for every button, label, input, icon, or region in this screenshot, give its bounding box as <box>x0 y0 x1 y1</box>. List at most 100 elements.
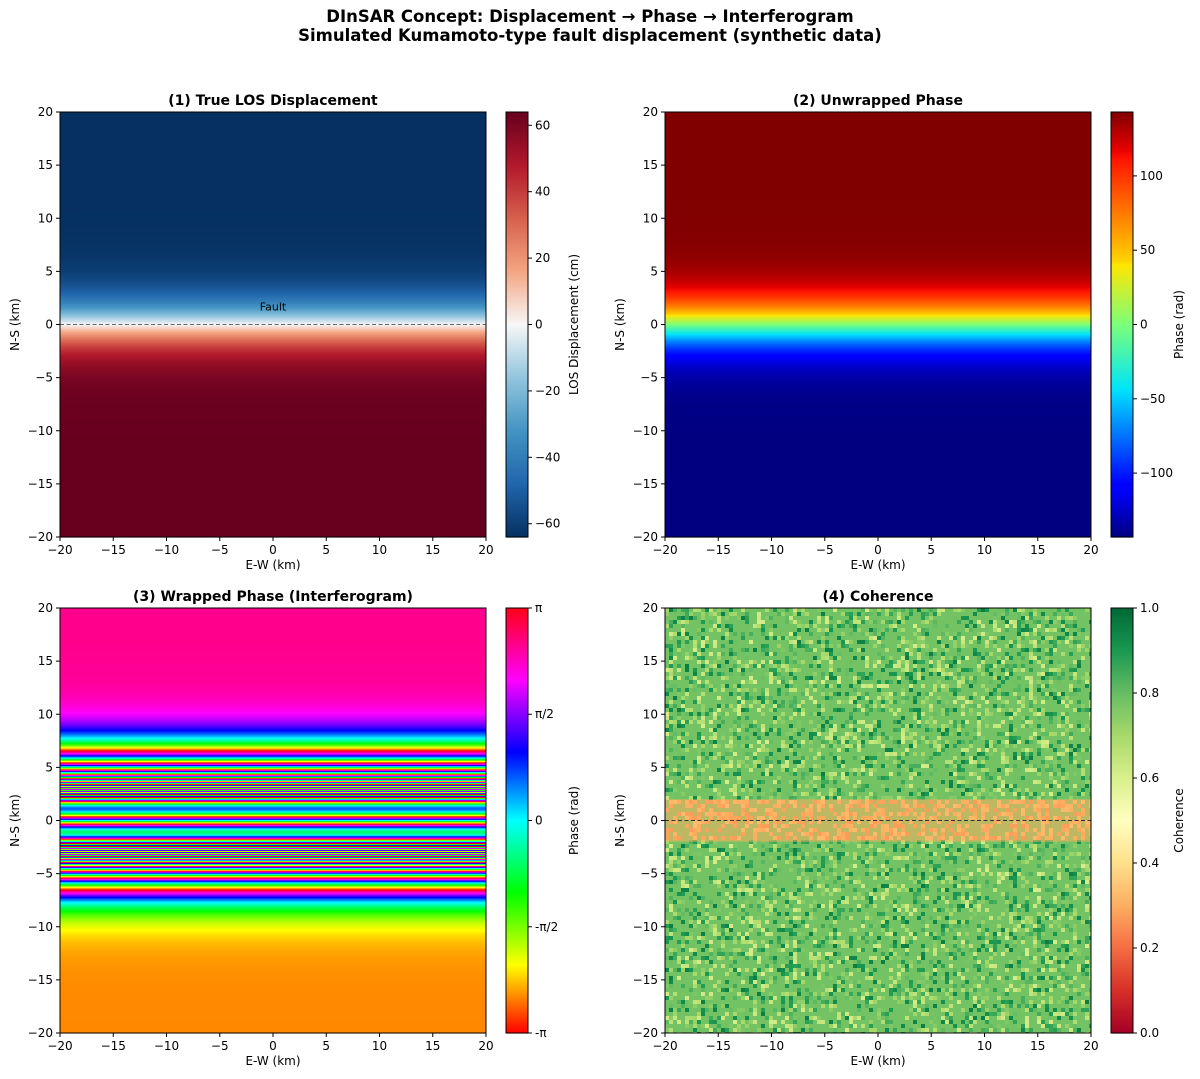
coherence-pixel <box>789 796 793 800</box>
coherence-pixel <box>745 680 749 684</box>
coherence-pixel <box>945 700 949 704</box>
heatmap-row <box>665 286 1091 288</box>
heatmap-row <box>60 377 486 379</box>
coherence-pixel <box>897 708 901 712</box>
colorbar-gradient <box>506 380 528 382</box>
heatmap-row <box>60 273 486 275</box>
colorbar-gradient <box>1111 506 1133 508</box>
coherence-pixel <box>725 780 729 784</box>
colorbar-gradient <box>506 712 528 714</box>
colorbar-gradient <box>506 305 528 307</box>
colorbar-gradient <box>506 874 528 876</box>
coherence-pixel <box>957 696 961 700</box>
colorbar-gradient <box>1111 217 1133 219</box>
colorbar-gradient <box>1111 360 1133 362</box>
coherence-pixel <box>1025 724 1029 728</box>
colorbar-gradient <box>506 207 528 209</box>
coherence-pixel <box>1013 736 1017 740</box>
heatmap-row <box>60 211 486 213</box>
coherence-pixel <box>953 772 957 776</box>
heatmap-row <box>665 198 1091 200</box>
heatmap-row <box>665 338 1091 340</box>
coherence-pixel <box>741 724 745 728</box>
colorbar-gradient <box>1111 147 1133 149</box>
colorbar-gradient <box>506 382 528 384</box>
coherence-pixel <box>717 744 721 748</box>
heatmap-row <box>60 236 486 238</box>
coherence-pixel <box>977 716 981 720</box>
heatmap-row <box>60 674 486 676</box>
coherence-pixel <box>1073 624 1077 628</box>
colorbar-gradient <box>506 900 528 902</box>
coherence-pixel <box>857 748 861 752</box>
heatmap-row <box>60 453 486 455</box>
coherence-pixel <box>769 680 773 684</box>
heatmap-row <box>60 955 486 957</box>
colorbar-gradient <box>506 376 528 378</box>
colorbar-gradient <box>506 961 528 963</box>
colorbar-gradient <box>506 295 528 297</box>
coherence-pixel <box>769 724 773 728</box>
heatmap-row <box>60 435 486 437</box>
heatmap-row <box>60 186 486 188</box>
heatmap-row <box>60 410 486 412</box>
coherence-pixel <box>813 776 817 780</box>
colorbar-gradient <box>506 390 528 392</box>
coherence-pixel <box>953 644 957 648</box>
colorbar-gradient <box>506 901 528 903</box>
colorbar-gradient <box>506 899 528 901</box>
coherence-pixel <box>925 740 929 744</box>
heatmap-row <box>60 298 486 300</box>
colorbar-gradient <box>506 657 528 659</box>
heatmap-row <box>60 660 486 662</box>
coherence-pixel <box>925 764 929 768</box>
heatmap-row <box>60 428 486 430</box>
colorbar-gradient <box>506 226 528 228</box>
colorbar-gradient <box>1111 447 1133 449</box>
coherence-pixel <box>721 732 725 736</box>
coherence-pixel <box>893 692 897 696</box>
coherence-pixel <box>953 656 957 660</box>
coherence-pixel <box>941 664 945 668</box>
heatmap-row <box>60 753 486 755</box>
coherence-pixel <box>981 760 985 764</box>
x-tick-label: 5 <box>927 543 935 557</box>
coherence-pixel <box>833 756 837 760</box>
coherence-pixel <box>781 612 785 616</box>
colorbar-gradient <box>506 847 528 849</box>
heatmap-row <box>60 814 486 816</box>
heatmap-row <box>60 764 486 766</box>
colorbar-gradient <box>506 719 528 721</box>
coherence-pixel <box>761 748 765 752</box>
colorbar-gradient <box>506 658 528 660</box>
heatmap-row <box>665 273 1091 275</box>
colorbar-gradient <box>1111 461 1133 463</box>
colorbar-gradient <box>506 179 528 181</box>
heatmap-row <box>60 324 486 326</box>
coherence-pixel <box>841 724 845 728</box>
heatmap-row <box>665 423 1091 425</box>
coherence-pixel <box>677 632 681 636</box>
coherence-pixel <box>981 788 985 792</box>
coherence-pixel <box>953 700 957 704</box>
coherence-pixel <box>737 728 741 732</box>
colorbar-gradient <box>506 707 528 709</box>
heatmap-row <box>60 973 486 975</box>
colorbar-gradient <box>1111 457 1133 459</box>
coherence-pixel <box>857 696 861 700</box>
colorbar-gradient <box>506 422 528 424</box>
coherence-pixel <box>949 772 953 776</box>
heatmap-row <box>60 1002 486 1004</box>
coherence-pixel <box>885 684 889 688</box>
coherence-pixel <box>673 788 677 792</box>
coherence-pixel <box>693 688 697 692</box>
colorbar-gradient <box>506 999 528 1001</box>
coherence-pixel <box>701 676 705 680</box>
x-tick-label: −5 <box>816 543 834 557</box>
heatmap-row <box>665 277 1091 279</box>
colorbar-gradient <box>1111 187 1133 189</box>
coherence-pixel <box>1033 680 1037 684</box>
coherence-pixel <box>917 716 921 720</box>
colorbar-gradient <box>506 954 528 956</box>
heatmap-row <box>60 685 486 687</box>
